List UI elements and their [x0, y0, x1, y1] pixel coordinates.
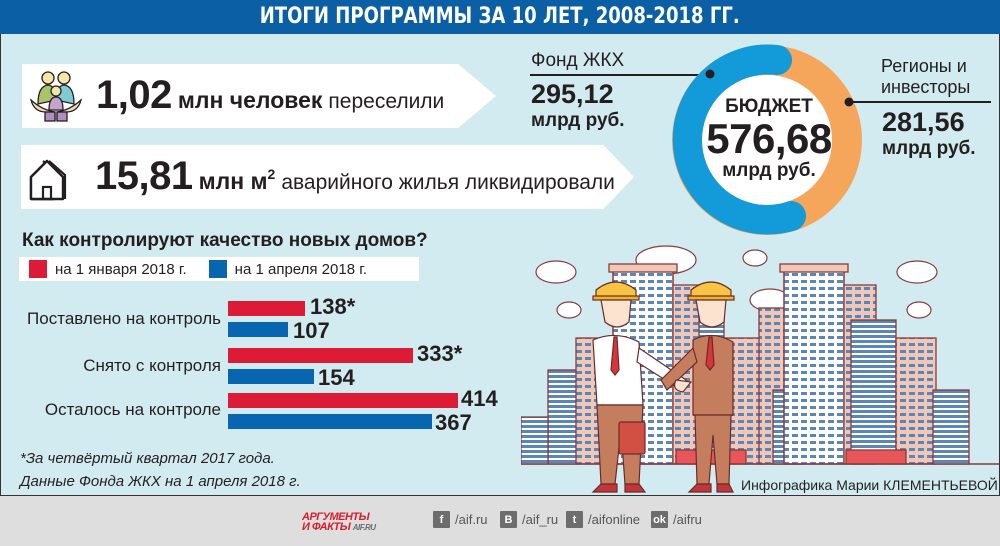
regions-label-line1: Регионы и: [881, 56, 967, 76]
category-label: Снято с контроля: [83, 356, 221, 375]
bar-value: 333*: [417, 341, 463, 366]
page-title: ИТОГИ ПРОГРАММЫ ЗА 10 ЛЕТ, 2008-2018 ГГ.: [0, 0, 1000, 34]
clouds: [535, 245, 938, 319]
bar-january: [228, 348, 413, 363]
social-link-facebook[interactable]: f /aif.ru: [433, 511, 488, 528]
bar-value: 138*: [310, 294, 356, 319]
social-link-vk[interactable]: B /aif_ru: [500, 511, 558, 528]
regions-leader-line: [849, 101, 991, 103]
bar-january: [228, 393, 458, 408]
stat-value: 1,02: [96, 73, 172, 117]
bar-april: [228, 369, 314, 384]
legend-label: на 1 апреля 2018 г.: [234, 260, 368, 278]
houses-icon: [29, 159, 67, 201]
budget-donut-chart: [672, 44, 862, 235]
budget-center: БЮДЖЕТ 576,68 млрд руб.: [689, 96, 849, 182]
regions-unit: млрд руб.: [882, 138, 976, 159]
bar-value: 367: [435, 410, 472, 435]
bar-april: [228, 322, 288, 337]
budget-unit: млрд руб.: [722, 160, 816, 181]
bar-value: 154: [318, 365, 355, 390]
vk-icon: B: [500, 511, 517, 528]
legend-item-january: на 1 января 2018 г.: [29, 260, 187, 278]
chart-title: Как контролируют качество новых домов?: [22, 230, 428, 251]
legend-item-april: на 1 апреля 2018 г.: [208, 260, 368, 278]
chart-legend: на 1 января 2018 г. на 1 апреля 2018 г.: [19, 257, 419, 281]
unit-superscript: 2: [267, 166, 276, 182]
social-link-twitter[interactable]: t /aifonline: [566, 511, 640, 528]
city-handshake-illustration: [521, 245, 999, 493]
budget-label: БЮДЖЕТ: [725, 96, 813, 117]
category-label: Осталось на контроле: [44, 400, 221, 419]
regions-label-line2: инвесторы: [881, 77, 971, 97]
budget-total: 576,68: [706, 115, 832, 162]
social-handle: /aif_ru: [522, 512, 559, 527]
aif-logo[interactable]: АРГУМЕНТЫ И ФАКТЫ AIF.RU: [302, 511, 394, 533]
legend-label: на 1 января 2018 г.: [55, 260, 187, 278]
footnote: *За четвёртый квартал 2017 года.: [20, 450, 275, 467]
category-label: Поставлено на контроль: [27, 309, 221, 328]
stat-text: 15,81 млн м2 аварийного жилья ликвидиров…: [95, 145, 615, 209]
odnoklassniki-icon: ok: [651, 511, 668, 528]
twitter-icon: t: [566, 511, 583, 528]
stat-unit: млн м2: [199, 166, 276, 195]
stat-description: переселили: [328, 90, 445, 113]
stat-unit: млн человек: [177, 87, 323, 113]
fund-marker-dot: [705, 69, 715, 79]
footer: АРГУМЕНТЫ И ФАКТЫ AIF.RU f /aif.ru B /ai…: [0, 496, 1000, 546]
man-right: [660, 281, 735, 493]
regions-label: Регионы и инвесторы: [881, 56, 970, 98]
stat-value: 15,81: [95, 154, 193, 198]
social-link-odnoklassniki[interactable]: ok /aifru: [651, 511, 702, 528]
stat-unit-text: млн м: [198, 168, 268, 194]
infographic-panel: 1,02 млн человек переселили 15,81 млн м2…: [0, 34, 1000, 496]
bar-value: 107: [293, 318, 330, 343]
logo-domain: AIF.RU: [352, 523, 376, 532]
fund-label: Фонд ЖКХ: [531, 50, 625, 71]
stat-resettled: 1,02 млн человек переселили: [22, 64, 496, 128]
legend-swatch-red: [29, 260, 47, 278]
stat-demolished: 15,81 млн м2 аварийного жилья ликвидиров…: [21, 145, 634, 209]
social-handle: /aif.ru: [455, 512, 488, 527]
stat-description: аварийного жилья ликвидировали: [281, 171, 615, 194]
illustration-credit: Инфографика Марии КЛЕМЕНТЬЕВОЙ: [741, 477, 998, 493]
fund-unit: млрд руб.: [531, 110, 625, 131]
social-handle: /aifru: [673, 512, 702, 527]
facebook-icon: f: [433, 511, 450, 528]
regions-value: 281,56: [882, 107, 965, 137]
family-in-hands-icon: [29, 71, 83, 122]
bar-value: 414: [461, 386, 498, 411]
social-handle: /aifonline: [588, 512, 641, 527]
logo-line2: И ФАКТЫ: [302, 521, 351, 533]
fund-value: 295,12: [531, 79, 614, 109]
fund-leader-line: [530, 74, 710, 76]
stat-text: 1,02 млн человек переселили: [96, 64, 444, 128]
title-text: ИТОГИ ПРОГРАММЫ ЗА 10 ЛЕТ, 2008-2018 ГГ.: [259, 4, 741, 29]
bar-april: [228, 414, 432, 429]
footnote-source: Данные Фонда ЖКХ на 1 апреля 2018 г.: [20, 473, 301, 490]
bar-january: [228, 301, 305, 316]
legend-swatch-blue: [208, 260, 227, 278]
logo-line1: АРГУМЕНТЫ: [302, 511, 370, 523]
